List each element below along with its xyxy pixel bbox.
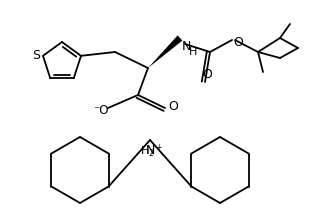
Text: N: N bbox=[181, 41, 191, 54]
Text: O: O bbox=[168, 99, 178, 112]
Text: O: O bbox=[233, 35, 243, 48]
Polygon shape bbox=[148, 35, 183, 68]
Text: ⁻O: ⁻O bbox=[93, 103, 109, 116]
Text: H: H bbox=[189, 47, 197, 57]
Text: O: O bbox=[202, 68, 212, 81]
Text: N: N bbox=[145, 143, 155, 157]
Text: S: S bbox=[32, 49, 40, 62]
Text: H$_2$$^+$: H$_2$$^+$ bbox=[140, 143, 162, 160]
